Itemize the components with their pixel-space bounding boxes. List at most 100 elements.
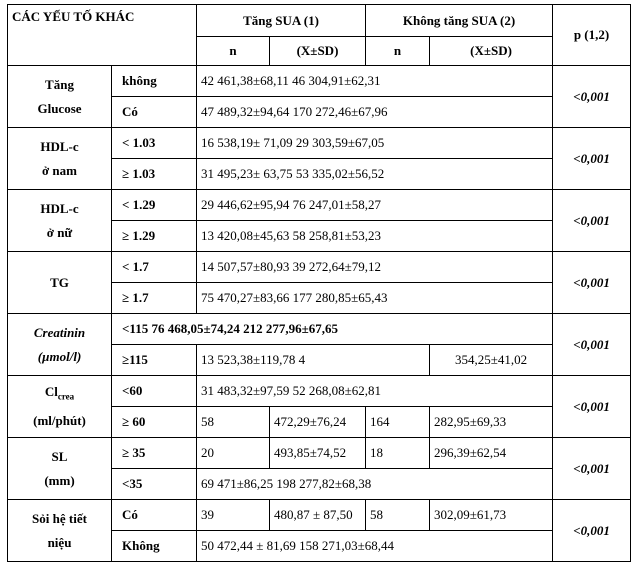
row-label: ≥ 1.29 — [111, 220, 197, 252]
row-label: ≥ 1.7 — [111, 282, 197, 314]
header-cell: n — [365, 36, 431, 66]
body-row: Creatinin (µmol/l) <115 76 468,05±74,24 21… — [7, 313, 632, 376]
data-cell: 20 — [196, 437, 270, 469]
group-text: SL — [51, 448, 68, 464]
body-row: Có 47 489,32±94,64 170 272,46±67,96 — [8, 96, 631, 128]
group-cell: HDL-c ở nữ — [7, 189, 112, 252]
data-cell: 480,87 ± 87,50 — [268, 499, 367, 531]
group-line: niệu — [47, 534, 72, 550]
body-row: HDL-c ở nam < 1.03 16 538,19± 71,09 29 303,… — [7, 127, 632, 190]
row-label: ≥115 — [111, 344, 197, 376]
header-cell: CÁC YẾU TỐ KHÁC — [7, 4, 197, 66]
data-cell: 69 471±86,25 198 277,82±68,38 — [195, 468, 554, 500]
group-subscript: crea — [57, 391, 75, 402]
data-cell: 58 — [196, 406, 270, 438]
group-text: Sỏi hệ tiết — [32, 510, 87, 526]
header-row: n (X±SD) n (X±SD) — [8, 36, 631, 66]
row-label: không — [111, 65, 197, 97]
row-label: < 1.03 — [111, 127, 197, 159]
body-row: HDL-c ở nữ < 1.29 29 446,62±95,94 76 247,01… — [7, 189, 632, 252]
header-row: CÁC YẾU TỐ KHÁC Tăng SUA (1) Không tăng … — [7, 4, 632, 66]
group-cell: Clcrea (ml/phút) — [7, 375, 112, 438]
row-label: Có — [111, 499, 197, 531]
group-line: Tăng — [12, 73, 107, 97]
data-cell: 13 420,08±45,63 58 258,81±53,23 — [195, 220, 554, 252]
p-value: <0,001 — [552, 437, 632, 500]
row-label: ≥ 35 — [111, 437, 197, 469]
group-line: ở nam — [41, 162, 77, 178]
group-line: Sỏi hệ tiết — [12, 507, 107, 531]
header-cell: p (1,2) — [552, 4, 632, 66]
p-value: <0,001 — [552, 65, 632, 128]
p-value: <0,001 — [552, 189, 632, 252]
group-text: Tăng — [45, 76, 74, 92]
group-text: HDL-c — [40, 200, 79, 216]
group-line: (ml/phút) — [33, 412, 86, 428]
table: CÁC YẾU TỐ KHÁC Tăng SUA (1) Không tăng … — [7, 4, 632, 562]
data-cell: 29 446,62±95,94 76 247,01±58,27 — [195, 189, 554, 221]
table-body: CÁC YẾU TỐ KHÁC Tăng SUA (1) Không tăng … — [7, 4, 632, 562]
group-line: Clcrea — [12, 380, 107, 409]
row-label: <115 76 468,05±74,24 212 277,96±67,65 — [110, 313, 554, 345]
group-line: (µmol/l) — [37, 348, 82, 364]
data-cell: 31 495,23± 63,75 53 335,02±56,52 — [195, 158, 554, 190]
data-cell: 164 — [365, 406, 431, 438]
group-cell: Sỏi hệ tiết niệu — [7, 499, 112, 562]
header-cell: Tăng SUA (1) — [195, 4, 367, 37]
row-label: ≥ 1.03 — [111, 158, 197, 190]
group-text: Creatinin — [33, 324, 86, 340]
data-cell: 302,09±61,73 — [429, 499, 554, 531]
p-value: <0,001 — [552, 313, 632, 376]
data-cell: 493,85±74,52 — [268, 437, 367, 469]
row-label: ≥ 60 — [111, 406, 197, 438]
group-line: (mm) — [44, 472, 75, 488]
row-label: Không — [111, 530, 197, 562]
group-cell: Creatinin (µmol/l) — [7, 313, 112, 376]
data-cell: 282,95±69,33 — [429, 406, 554, 438]
group-text: Cl — [44, 384, 58, 400]
data-cell: 50 472,44 ± 81,69 158 271,03±68,44 — [195, 530, 554, 562]
body-row: SL (mm) ≥ 35 20 493,85±74,52 18 296,39±62,54 <0… — [7, 437, 632, 500]
data-cell: 16 538,19± 71,09 29 303,59±67,05 — [195, 127, 554, 159]
group-line: HDL-c — [12, 197, 107, 221]
p-value: <0,001 — [552, 251, 632, 314]
group-cell: Tăng Glucose — [7, 65, 112, 128]
group-cell: TG — [7, 251, 112, 314]
row-label: < 1.7 — [111, 251, 197, 283]
group-line: Creatinin — [12, 321, 107, 345]
data-cell: 13 523,38±119,78 4 — [195, 344, 431, 376]
body-row: ≥ 1.03 31 495,23± 63,75 53 335,02±56,52 — [8, 158, 631, 190]
row-label: Có — [111, 96, 197, 128]
body-row: Clcrea (ml/phút) <60 31 483,32±97,59 52 268… — [7, 375, 632, 438]
group-line: HDL-c — [12, 135, 107, 159]
data-cell: 39 — [196, 499, 270, 531]
group-cell: SL (mm) — [7, 437, 112, 500]
data-cell: 75 470,27±83,66 177 280,85±65,43 — [195, 282, 554, 314]
row-label: <60 — [111, 375, 197, 407]
data-cell: 58 — [365, 499, 431, 531]
body-row: TG < 1.7 14 507,57±80,93 39 272,64±79,12 <0… — [7, 251, 632, 314]
group-line: Glucose — [37, 100, 82, 116]
group-line: TG — [12, 271, 107, 295]
body-row: Sỏi hệ tiết niệu Có 39 480,87 ± 87,50 58 302,0… — [7, 499, 632, 562]
data-cell: 296,39±62,54 — [429, 437, 554, 469]
group-text: HDL-c — [40, 138, 79, 154]
group-cell: HDL-c ở nam — [7, 127, 112, 190]
body-row: ≥ 1.29 13 420,08±45,63 58 258,81±53,23 — [8, 220, 631, 252]
group-line: SL — [12, 445, 107, 469]
header-cell: n — [196, 36, 270, 66]
group-line: ở nữ — [46, 224, 73, 240]
data-cell: 472,29±76,24 — [268, 406, 367, 438]
data-cell: 47 489,32±94,64 170 272,46±67,96 — [195, 96, 554, 128]
data-cell: 42 461,38±68,11 46 304,91±62,31 — [195, 65, 554, 97]
header-cell: (X±SD) — [268, 36, 367, 66]
p-value: <0,001 — [552, 375, 632, 438]
data-cell: 18 — [365, 437, 431, 469]
body-row: ≥ 60 58 472,29±76,24 164 282,95±69,33 — [8, 406, 631, 438]
body-row: Không 50 472,44 ± 81,69 158 271,03±68,44 — [8, 530, 631, 562]
header-cell: (X±SD) — [429, 36, 554, 66]
data-cell: 14 507,57±80,93 39 272,64±79,12 — [195, 251, 554, 283]
body-row: <35 69 471±86,25 198 277,82±68,38 — [8, 468, 631, 500]
body-row: Tăng Glucose không 42 461,38±68,11 46 304,9… — [7, 65, 632, 128]
